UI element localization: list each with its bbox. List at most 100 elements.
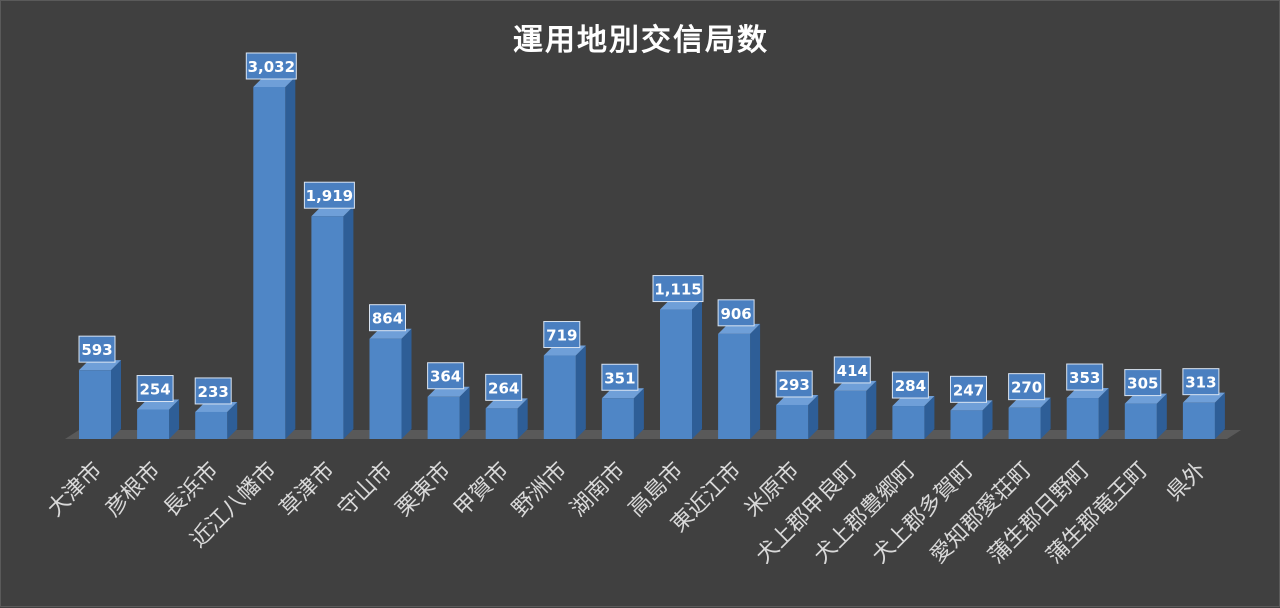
- data-label-box: [543, 321, 581, 349]
- bar-side: [227, 401, 238, 439]
- data-label: 353: [1069, 369, 1100, 387]
- data-label-box: [245, 52, 297, 80]
- data-label-box: [136, 375, 174, 403]
- bar-side: [459, 386, 470, 439]
- bar-group: [79, 360, 121, 439]
- data-label: 247: [953, 381, 984, 399]
- bar-group: [776, 394, 819, 439]
- data-label: 1,115: [654, 281, 701, 299]
- data-label-box: [1182, 368, 1220, 396]
- bar-group: [1182, 392, 1225, 439]
- bar-group: [253, 77, 296, 439]
- bar-group: [892, 396, 935, 439]
- data-label-box: [833, 356, 871, 384]
- bar-side: [343, 206, 354, 439]
- x-tick-label: 蒲生郡竜王町: [1042, 458, 1153, 569]
- bar: [1124, 403, 1157, 439]
- data-label-box: [601, 363, 639, 391]
- x-tick-label: 彦根市: [101, 458, 165, 522]
- bar-side: [1214, 392, 1225, 439]
- data-label-box: [427, 362, 465, 390]
- data-label-box: [303, 181, 355, 209]
- data-label-box: [1066, 363, 1104, 391]
- data-label: 1,919: [306, 187, 353, 205]
- bar-side: [401, 328, 412, 439]
- bar: [311, 216, 344, 439]
- bar-group: [311, 206, 354, 439]
- bar-group: [1008, 397, 1051, 439]
- bar-group: [485, 398, 528, 439]
- bar: [776, 404, 809, 439]
- bar-side: [575, 345, 586, 439]
- bar-side: [517, 398, 528, 439]
- bar-group: [543, 345, 586, 439]
- data-label: 364: [430, 368, 461, 386]
- bar-side: [1098, 388, 1109, 439]
- data-label-box: [891, 371, 929, 399]
- x-tick-label: 栗東市: [391, 458, 455, 522]
- x-tick-label: 草津市: [275, 458, 339, 522]
- bar-group: [369, 328, 412, 439]
- data-label-box: [950, 375, 987, 403]
- bar: [253, 87, 286, 439]
- x-tick-label: 甲賀市: [450, 458, 514, 522]
- bar-side: [924, 396, 935, 439]
- x-tick-label: 野洲市: [508, 458, 572, 522]
- data-label: 264: [488, 379, 519, 397]
- bar-side: [750, 323, 761, 439]
- data-label: 233: [198, 383, 229, 401]
- data-label: 3,032: [248, 58, 295, 76]
- data-label: 305: [1127, 375, 1158, 393]
- bar-group: [601, 388, 644, 439]
- data-label: 593: [81, 341, 112, 359]
- data-label: 284: [895, 377, 926, 395]
- bar: [892, 406, 925, 439]
- bar: [485, 408, 518, 439]
- bar-group: [718, 323, 761, 439]
- bar: [427, 396, 460, 439]
- data-label-box: [1124, 369, 1162, 397]
- bar: [1066, 398, 1099, 439]
- data-label-box: [78, 335, 116, 363]
- x-tick-label: 大津市: [43, 458, 107, 522]
- bar-side: [633, 388, 644, 439]
- data-label: 414: [837, 362, 868, 380]
- bar-side: [866, 380, 877, 439]
- data-label-box: [1008, 373, 1046, 401]
- bar-side: [169, 399, 180, 439]
- data-label-box: [775, 370, 813, 398]
- chart-title: 運用地別交信局数: [513, 23, 769, 58]
- bar: [1008, 407, 1041, 439]
- bar: [137, 409, 170, 439]
- data-label: 906: [720, 305, 751, 323]
- bar-group: [1124, 393, 1167, 439]
- x-tick-label: 守山市: [333, 458, 397, 522]
- data-label-box: [194, 377, 232, 405]
- data-label: 864: [372, 310, 403, 328]
- bar: [195, 411, 228, 439]
- bar-side: [1156, 393, 1167, 439]
- chart-floor: [65, 430, 1241, 439]
- bar-side: [1040, 397, 1051, 439]
- bar-side: [111, 360, 121, 439]
- bar-group: [834, 380, 877, 439]
- data-label: 313: [1185, 374, 1216, 392]
- x-tick-label: 県外: [1162, 458, 1211, 507]
- bar: [79, 370, 111, 439]
- bar: [543, 355, 576, 439]
- bar: [369, 338, 402, 439]
- data-label: 351: [604, 369, 635, 387]
- bar-group: [195, 401, 238, 439]
- data-label: 719: [546, 327, 577, 345]
- data-label: 293: [779, 376, 810, 394]
- x-tick-label: 犬上郡豊郷町: [810, 458, 921, 569]
- x-tick-label: 犬上郡多賀町: [868, 458, 979, 569]
- x-tick-label: 湖南市: [566, 458, 630, 522]
- bar-group: [1066, 388, 1109, 439]
- bar-group: [137, 399, 180, 439]
- bar: [660, 309, 692, 439]
- bar-group: [660, 299, 702, 439]
- data-label: 254: [139, 381, 170, 399]
